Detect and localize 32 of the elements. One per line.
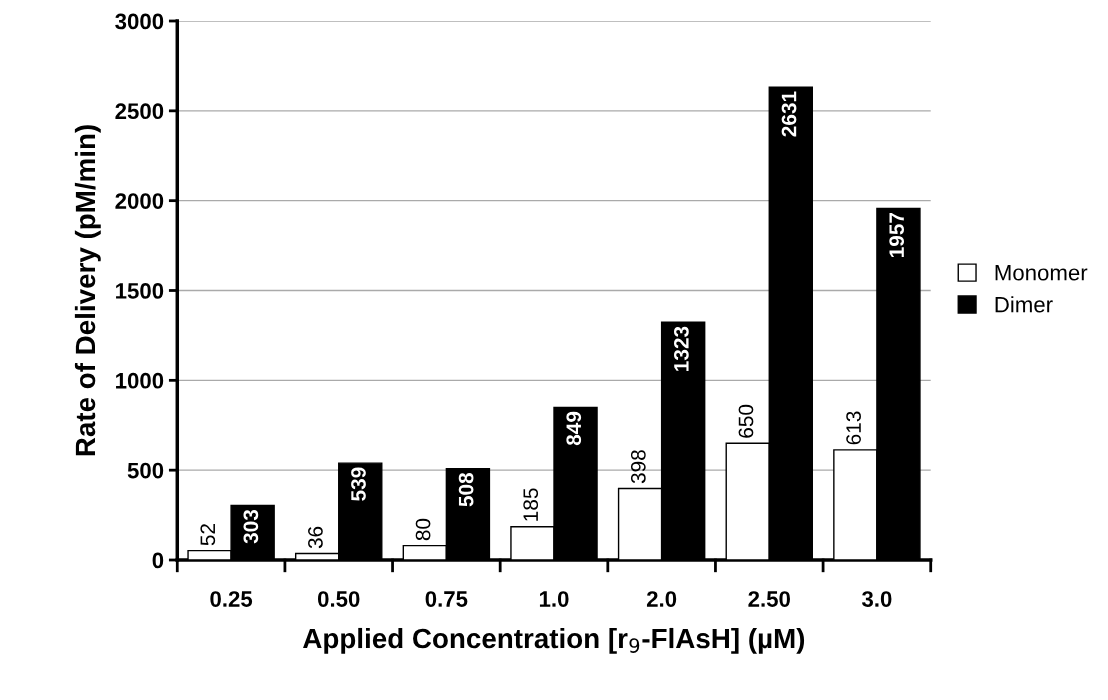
y-tick-label: 0 <box>152 552 164 569</box>
data-label: 2631 <box>781 91 797 137</box>
data-label: 52 <box>200 524 216 546</box>
data-label: 36 <box>308 526 323 549</box>
y-tick-label: 3000 <box>115 13 164 30</box>
data-label: 80 <box>415 518 431 541</box>
x-tick-label: 0.50 <box>317 591 360 607</box>
data-label: 1323 <box>674 326 689 371</box>
y-tick-label: 500 <box>127 462 164 479</box>
x-tick-label: 0.25 <box>210 591 253 607</box>
x-tick-label: 2.0 <box>646 591 677 607</box>
data-label: 539 <box>351 467 366 501</box>
data-label: 398 <box>630 450 646 484</box>
y-tick-label: 2500 <box>115 103 164 120</box>
legend-label: Dimer <box>995 296 1053 313</box>
data-label: 849 <box>566 411 582 446</box>
data-label: 1957 <box>889 212 905 258</box>
x-tick-label: 0.75 <box>425 591 468 607</box>
x-tick-label: 3.0 <box>861 591 892 607</box>
data-label: 650 <box>738 404 754 438</box>
data-label: 185 <box>523 488 539 521</box>
data-label: 613 <box>846 411 861 445</box>
y-tick-label: 2000 <box>115 193 164 209</box>
data-label: 303 <box>243 509 259 544</box>
x-tick-label: 2.50 <box>748 591 790 607</box>
y-tick-label: 1000 <box>116 372 164 389</box>
y-axis-title: Rate of Delivery (pM/min) <box>74 125 101 456</box>
y-tick-label: 1500 <box>116 283 164 299</box>
legend-label: Monomer <box>995 265 1088 281</box>
x-axis-title: Applied Concentration [r$_{9}$-FlAsH] (µM) <box>303 627 805 654</box>
data-label: 508 <box>458 472 474 507</box>
x-tick-label: 1.0 <box>539 591 569 607</box>
